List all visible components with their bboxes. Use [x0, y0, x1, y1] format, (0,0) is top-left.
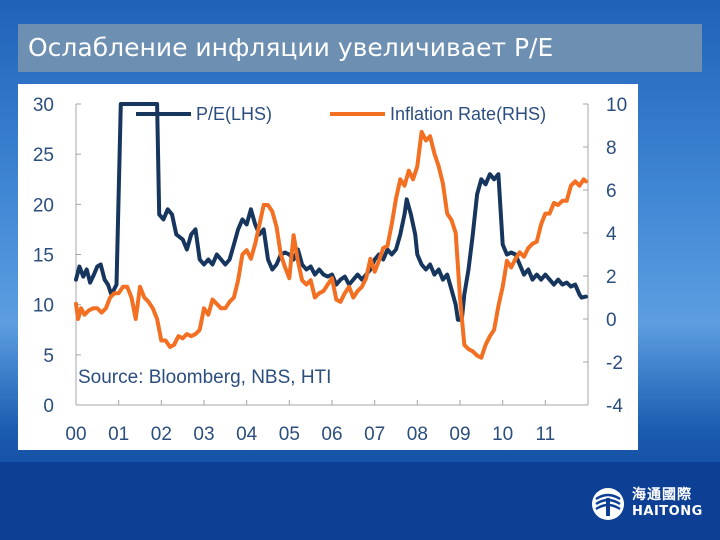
x-tick-label: 11 — [535, 424, 555, 445]
y-left-tick-label: 30 — [33, 95, 54, 116]
y-right-tick-label: 8 — [606, 138, 617, 159]
chart-legend: P/E(LHS) Inflation Rate(RHS) — [136, 104, 546, 124]
y-left-tick-label: 0 — [43, 396, 54, 417]
y-left-tick-label: 15 — [33, 246, 54, 267]
x-tick-label: 05 — [279, 424, 300, 445]
y-left-tick-label: 20 — [33, 195, 54, 216]
x-tick-label: 08 — [407, 424, 428, 445]
haitong-logo: 海通國際 HAITONG — [590, 482, 703, 526]
y-left-tick-label: 10 — [33, 296, 54, 317]
x-tick-label: 01 — [108, 424, 129, 445]
slide-title: Ослабление инфляции увеличивает P/E — [18, 24, 702, 72]
y-left-tick-label: 5 — [43, 346, 54, 367]
x-tick-label: 07 — [364, 424, 385, 445]
x-tick-label: 02 — [151, 424, 172, 445]
y-left-tick-label: 25 — [33, 145, 54, 166]
x-tick-label: 04 — [236, 424, 258, 445]
y-right-tick-label: 4 — [606, 224, 617, 245]
x-tick-label: 03 — [193, 424, 214, 445]
logo-name-cn: 海通國際 — [632, 487, 692, 503]
x-tick-label: 10 — [492, 424, 513, 445]
y-right-tick-label: -4 — [606, 396, 623, 417]
source-note: Source: Bloomberg, NBS, HTI — [78, 367, 331, 388]
x-tick-label: 00 — [65, 424, 86, 445]
logo-name-en: HAITONG — [632, 504, 703, 519]
y-right-tick-label: -2 — [606, 353, 623, 374]
legend-label-inflation: Inflation Rate(RHS) — [390, 104, 546, 124]
y-right-tick-label: 6 — [606, 181, 617, 202]
chart-panel: 30 25 20 15 10 5 0 10 8 6 4 2 0 -2 -4 00 01 02 03 04 05 06 07 0… — [18, 84, 638, 450]
chart-series — [74, 102, 588, 360]
y-right-tick-label: 2 — [606, 267, 617, 288]
legend-label-pe: P/E(LHS) — [196, 104, 272, 124]
x-tick-label: 06 — [321, 424, 342, 445]
series-line-inflation — [74, 129, 588, 360]
series-line-pe — [74, 102, 588, 322]
y-right-tick-label: 0 — [606, 310, 617, 331]
y-right-tick-label: 10 — [606, 95, 627, 116]
x-tick-label: 09 — [449, 424, 470, 445]
haitong-emblem-icon — [592, 488, 624, 520]
